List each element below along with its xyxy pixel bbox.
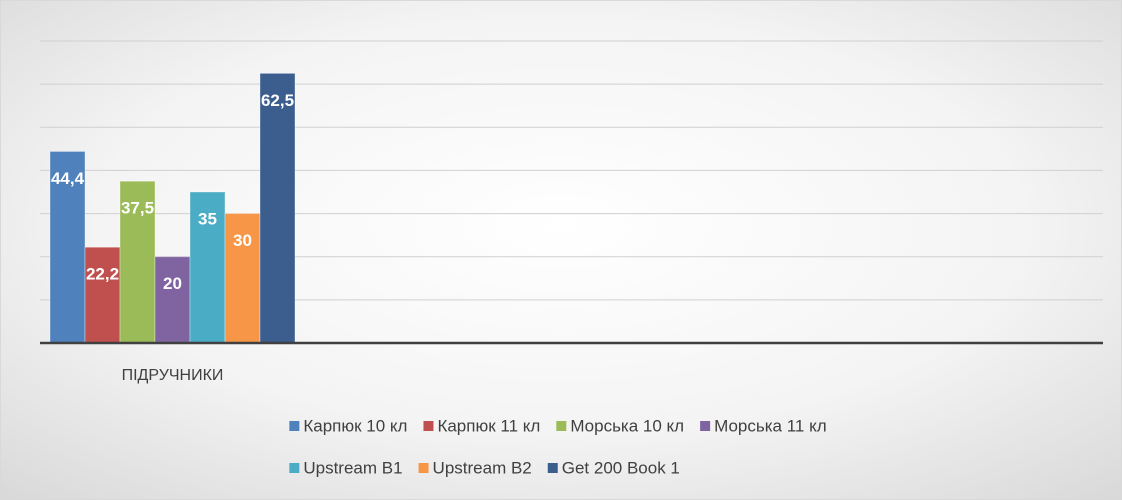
data-label: 37,5 (121, 199, 154, 218)
legend-swatch (556, 421, 567, 431)
data-label: 22,2 (86, 265, 119, 284)
legend-label: Морська 11 кл (714, 416, 827, 435)
legend-swatch (289, 463, 300, 473)
bar (154, 256, 191, 344)
data-label: 62,5 (261, 91, 294, 110)
legend-label: Upstream B1 (303, 458, 402, 477)
bar (84, 246, 121, 344)
bar (259, 72, 296, 344)
legend-swatch (418, 463, 429, 473)
legend-swatch (700, 421, 711, 431)
legend-label: Карпюк 10 кл (303, 416, 407, 435)
legend-swatch (289, 421, 300, 431)
legend-swatch (547, 463, 558, 473)
legend-label: Get 200 Book 1 (562, 458, 680, 477)
legend-label: Карпюк 11 кл (437, 416, 540, 435)
data-label: 20 (163, 274, 182, 293)
x-tick-label: ПІДРУЧНИКИ (122, 367, 224, 384)
legend-label: Upstream B2 (433, 458, 532, 477)
data-label: 35 (198, 209, 217, 228)
data-label: 44,4 (51, 169, 85, 188)
legend-swatch (423, 421, 434, 431)
data-label: 30 (233, 231, 252, 250)
legend-label: Морська 10 кл (570, 416, 684, 435)
